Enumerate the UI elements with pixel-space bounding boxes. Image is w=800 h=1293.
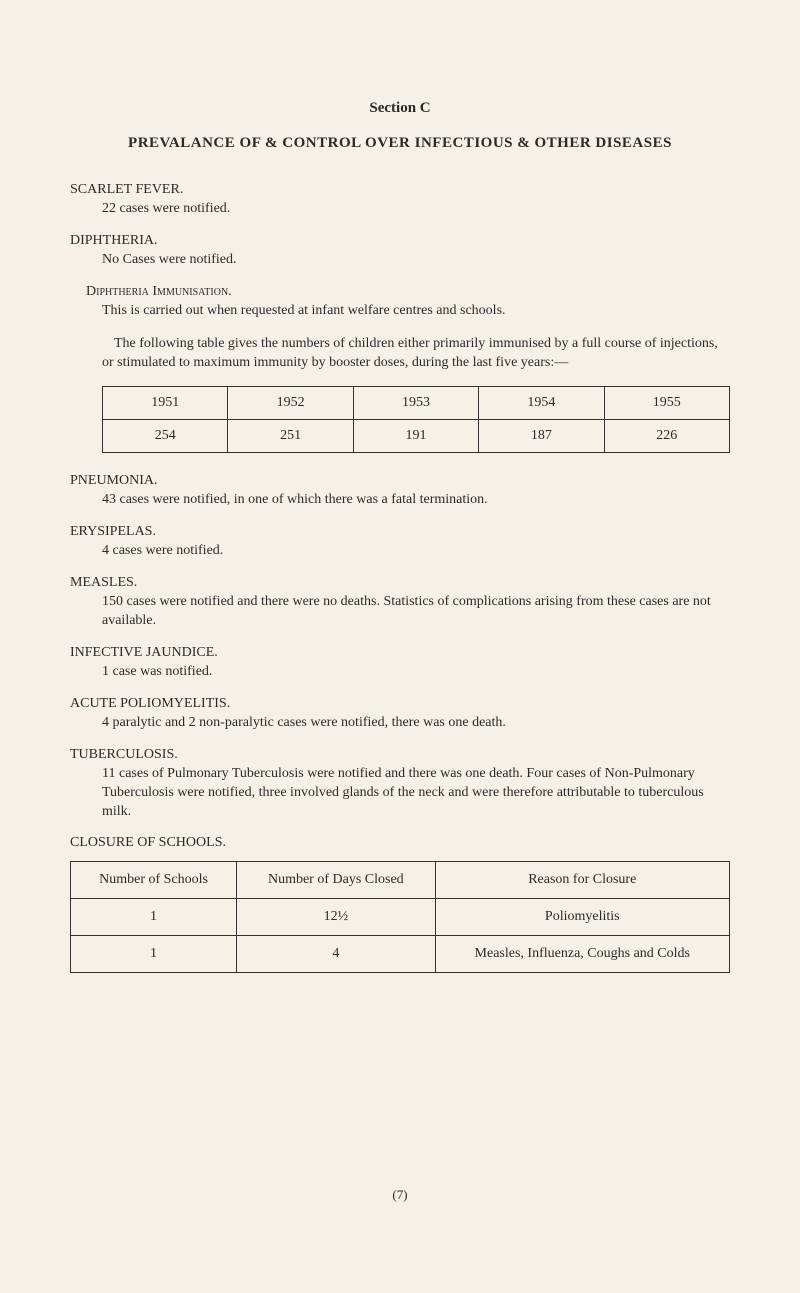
table-cell: 1955	[604, 387, 729, 420]
main-heading: PREVALANCE OF & CONTROL OVER INFECTIOUS …	[70, 135, 730, 152]
table-cell: 254	[103, 420, 228, 453]
section-title: Section C	[70, 100, 730, 117]
table-row: 1951 1952 1953 1954 1955	[103, 387, 730, 420]
diphtheria-heading: DIPHTHERIA.	[70, 233, 730, 249]
polio-text: 4 paralytic and 2 non-paralytic cases we…	[102, 714, 730, 733]
diph-immun-text2: The following table gives the numbers of…	[102, 335, 730, 373]
closure-table: Number of Schools Number of Days Closed …	[70, 861, 730, 973]
table-cell: Reason for Closure	[435, 862, 729, 899]
table-row: 1 12½ Poliomyelitis	[71, 899, 730, 936]
pneumonia-heading: PNEUMONIA.	[70, 473, 730, 489]
scarlet-fever-text: 22 cases were notified.	[102, 200, 730, 219]
table-cell: 226	[604, 420, 729, 453]
tb-heading: TUBERCULOSIS.	[70, 747, 730, 763]
closure-heading: CLOSURE OF SCHOOLS.	[70, 835, 730, 851]
table-cell: 12½	[237, 899, 435, 936]
tb-text: 11 cases of Pulmonary Tuberculosis were …	[102, 765, 730, 822]
diph-immun-heading: Diphtheria Immunisation.	[86, 284, 730, 300]
table-cell: 1953	[353, 387, 478, 420]
page-number: (7)	[70, 1187, 730, 1203]
table-cell: Number of Days Closed	[237, 862, 435, 899]
diph-immun-caps: Immunisation.	[152, 284, 231, 299]
immunisation-table: 1951 1952 1953 1954 1955 254 251 191 187…	[102, 386, 730, 453]
scarlet-fever-heading: SCARLET FEVER.	[70, 182, 730, 198]
pneumonia-text: 43 cases were notified, in one of which …	[102, 491, 730, 510]
erysipelas-heading: ERYSIPELAS.	[70, 524, 730, 540]
table-row: 1 4 Measles, Influenza, Coughs and Colds	[71, 936, 730, 973]
polio-heading: ACUTE POLIOMYELITIS.	[70, 696, 730, 712]
table-cell: 1951	[103, 387, 228, 420]
diph-immun-text1: This is carried out when requested at in…	[102, 302, 730, 321]
table-cell: Poliomyelitis	[435, 899, 729, 936]
table-cell: 1952	[228, 387, 353, 420]
table-cell: Measles, Influenza, Coughs and Colds	[435, 936, 729, 973]
table-cell: 1	[71, 936, 237, 973]
table-cell: Number of Schools	[71, 862, 237, 899]
jaundice-text: 1 case was notified.	[102, 663, 730, 682]
jaundice-heading: INFECTIVE JAUNDICE.	[70, 645, 730, 661]
diphtheria-text: No Cases were notified.	[102, 251, 730, 270]
table-cell: 4	[237, 936, 435, 973]
table-cell: 251	[228, 420, 353, 453]
table-cell: 1	[71, 899, 237, 936]
table-cell: 187	[479, 420, 604, 453]
measles-heading: MEASLES.	[70, 575, 730, 591]
diph-immun-pre: Diphtheria	[86, 284, 152, 299]
measles-text: 150 cases were notified and there were n…	[102, 593, 730, 631]
table-cell: 191	[353, 420, 478, 453]
table-row: Number of Schools Number of Days Closed …	[71, 862, 730, 899]
erysipelas-text: 4 cases were notified.	[102, 542, 730, 561]
table-row: 254 251 191 187 226	[103, 420, 730, 453]
table-cell: 1954	[479, 387, 604, 420]
